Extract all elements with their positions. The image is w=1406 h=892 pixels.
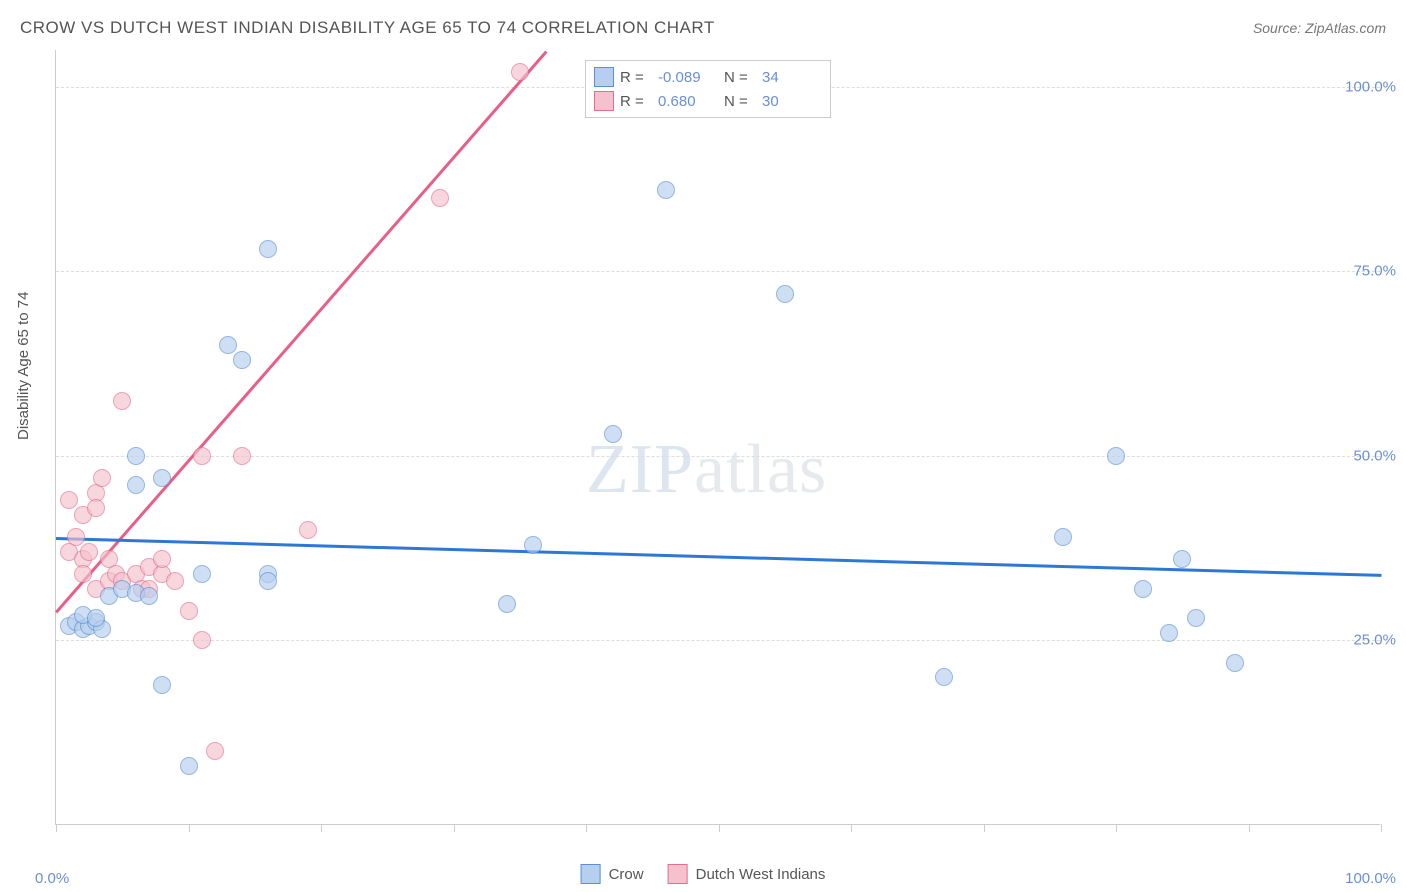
data-point xyxy=(80,543,98,561)
r-label: R = xyxy=(620,69,652,86)
data-point xyxy=(60,491,78,509)
x-tick xyxy=(586,824,587,832)
data-point xyxy=(1134,580,1152,598)
data-point xyxy=(935,668,953,686)
x-tick xyxy=(851,824,852,832)
legend-swatch xyxy=(594,67,614,87)
data-point xyxy=(233,447,251,465)
data-point xyxy=(1173,550,1191,568)
x-tick xyxy=(189,824,190,832)
data-point xyxy=(153,550,171,568)
data-point xyxy=(299,521,317,539)
data-point xyxy=(180,602,198,620)
legend-label: Dutch West Indians xyxy=(696,866,826,883)
x-tick xyxy=(321,824,322,832)
x-tick xyxy=(56,824,57,832)
n-value: 30 xyxy=(762,93,822,110)
legend-bottom: Crow Dutch West Indians xyxy=(581,864,826,884)
data-point xyxy=(127,447,145,465)
data-point xyxy=(140,587,158,605)
gridline xyxy=(56,456,1380,457)
data-point xyxy=(113,392,131,410)
legend-label: Crow xyxy=(609,866,644,883)
n-label: N = xyxy=(724,69,756,86)
y-tick-label: 25.0% xyxy=(1353,632,1396,649)
data-point xyxy=(1226,654,1244,672)
data-point xyxy=(153,676,171,694)
legend-swatch xyxy=(594,91,614,111)
data-point xyxy=(219,336,237,354)
r-value: 0.680 xyxy=(658,93,718,110)
correlation-legend-row: R = 0.680 N = 30 xyxy=(594,89,822,113)
chart-header: CROW VS DUTCH WEST INDIAN DISABILITY AGE… xyxy=(20,18,1386,38)
x-tick xyxy=(984,824,985,832)
data-point xyxy=(193,447,211,465)
data-point xyxy=(67,528,85,546)
x-tick xyxy=(1381,824,1382,832)
x-tick xyxy=(1116,824,1117,832)
data-point xyxy=(193,565,211,583)
data-point xyxy=(259,572,277,590)
r-value: -0.089 xyxy=(658,69,718,86)
data-point xyxy=(87,609,105,627)
r-label: R = xyxy=(620,93,652,110)
plot-area: ZIPatlas xyxy=(55,50,1380,825)
legend-swatch xyxy=(668,864,688,884)
watermark-zip: ZIP xyxy=(586,431,694,508)
y-axis-label: Disability Age 65 to 74 xyxy=(15,292,32,440)
y-tick-label: 75.0% xyxy=(1353,263,1396,280)
data-point xyxy=(233,351,251,369)
data-point xyxy=(166,572,184,590)
data-point xyxy=(1187,609,1205,627)
x-tick-label: 100.0% xyxy=(1345,870,1396,887)
data-point xyxy=(206,742,224,760)
data-point xyxy=(657,181,675,199)
data-point xyxy=(127,476,145,494)
correlation-legend-row: R = -0.089 N = 34 xyxy=(594,65,822,89)
data-point xyxy=(498,595,516,613)
data-point xyxy=(1160,624,1178,642)
watermark-atlas: atlas xyxy=(694,431,827,508)
data-point xyxy=(776,285,794,303)
data-point xyxy=(1107,447,1125,465)
data-point xyxy=(193,631,211,649)
legend-item: Crow xyxy=(581,864,644,884)
data-point xyxy=(74,565,92,583)
y-tick-label: 50.0% xyxy=(1353,447,1396,464)
legend-item: Dutch West Indians xyxy=(668,864,826,884)
data-point xyxy=(87,499,105,517)
x-tick xyxy=(719,824,720,832)
n-value: 34 xyxy=(762,69,822,86)
x-tick xyxy=(454,824,455,832)
correlation-legend: R = -0.089 N = 34 R = 0.680 N = 30 xyxy=(585,60,831,118)
data-point xyxy=(511,63,529,81)
gridline xyxy=(56,640,1380,641)
data-point xyxy=(153,469,171,487)
y-tick-label: 100.0% xyxy=(1345,78,1396,95)
watermark: ZIPatlas xyxy=(586,430,827,510)
data-point xyxy=(93,469,111,487)
data-point xyxy=(1054,528,1072,546)
data-point xyxy=(524,536,542,554)
chart-title: CROW VS DUTCH WEST INDIAN DISABILITY AGE… xyxy=(20,18,715,38)
data-point xyxy=(259,240,277,258)
x-tick xyxy=(1249,824,1250,832)
data-point xyxy=(604,425,622,443)
chart-source: Source: ZipAtlas.com xyxy=(1253,20,1386,36)
data-point xyxy=(431,189,449,207)
data-point xyxy=(180,757,198,775)
x-tick-label: 0.0% xyxy=(35,870,69,887)
gridline xyxy=(56,271,1380,272)
legend-swatch xyxy=(581,864,601,884)
n-label: N = xyxy=(724,93,756,110)
